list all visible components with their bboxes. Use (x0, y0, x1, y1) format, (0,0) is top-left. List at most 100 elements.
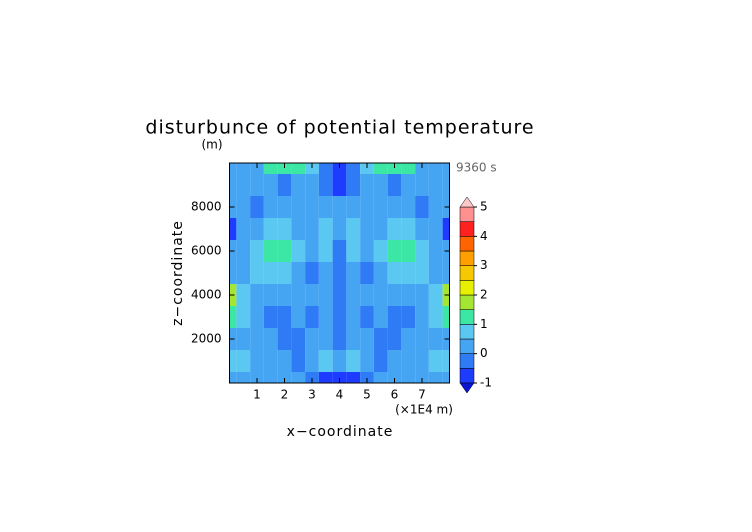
contour-cell (277, 174, 292, 196)
contour-cell (360, 306, 374, 328)
contour-cell (415, 196, 429, 218)
colorbar-swatch (459, 250, 475, 266)
contour-cell (291, 284, 306, 306)
contour-cell (360, 284, 374, 306)
contour-cell (263, 262, 278, 284)
contour-cell (387, 240, 402, 262)
contour-cell (277, 350, 292, 372)
y-axis-label: z−coordinate (170, 220, 186, 326)
contour-cell (442, 218, 450, 240)
contour-cell (346, 350, 361, 372)
contour-cell (428, 306, 443, 328)
colorbar-swatch (459, 368, 475, 384)
contour-cell (236, 174, 251, 196)
contour-cell (250, 328, 264, 350)
contour-cell (373, 240, 388, 262)
contour-cell (291, 262, 306, 284)
contour-cell (236, 350, 251, 372)
contour-cell (428, 328, 443, 350)
contour-cell (428, 218, 443, 240)
contour-cell (332, 328, 347, 350)
contour-cell (332, 372, 347, 383)
contour-cell (305, 262, 319, 284)
contour-cell (373, 163, 388, 174)
contour-cell (360, 174, 374, 196)
colorbar-swatch (459, 265, 475, 281)
contour-cell (360, 350, 374, 372)
y-tick-label: 4000 (191, 288, 222, 302)
contour-cell (387, 328, 402, 350)
contour-cell (360, 240, 374, 262)
contour-cell (229, 163, 237, 174)
contour-cell (442, 174, 450, 196)
y-unit: (m) (201, 138, 222, 152)
x-unit: (×1E4 m) (395, 403, 453, 417)
axes: 1 2 3 4 5 6 7 2000 4000 6000 8000 -1 0 1 2 3 4 5 (191, 162, 492, 402)
contour-cell (291, 218, 306, 240)
contour-cell (305, 174, 319, 196)
contour-cell (277, 262, 292, 284)
contour-cell (305, 306, 319, 328)
contour-cell (291, 350, 306, 372)
colorbar-swatch (459, 309, 475, 325)
contour-cell (360, 328, 374, 350)
contour-cell (387, 306, 402, 328)
contour-cell (277, 196, 292, 218)
contour-cell (250, 262, 264, 284)
contour-cell (250, 240, 264, 262)
contour-cell (360, 372, 374, 383)
contour-cell (360, 262, 374, 284)
contour-cell (229, 262, 237, 284)
contour-cell (250, 174, 264, 196)
contour-cell (291, 163, 306, 174)
contour-cell (318, 174, 333, 196)
contour-cell (332, 306, 347, 328)
x-tick-label: 4 (336, 388, 344, 402)
contour-cell (387, 372, 402, 383)
contour-cell (415, 328, 429, 350)
contour-cell (373, 218, 388, 240)
x-tick-label: 7 (418, 388, 426, 402)
contour-cell (401, 174, 416, 196)
contour-cell (360, 196, 374, 218)
colorbar-label: 1 (480, 317, 488, 331)
contour-cell (401, 284, 416, 306)
contour-cell (415, 284, 429, 306)
contour-cell (415, 240, 429, 262)
contour-cell (291, 240, 306, 262)
x-tick-label: 2 (281, 388, 289, 402)
contour-cell (346, 372, 361, 383)
contour-cell (346, 240, 361, 262)
contour-cell (401, 240, 416, 262)
contour-cell (305, 350, 319, 372)
contour-cell (236, 284, 251, 306)
contour-cell (428, 350, 443, 372)
contour-cell (373, 174, 388, 196)
contour-cell (387, 196, 402, 218)
contour-cell (263, 328, 278, 350)
contour-cell (332, 262, 347, 284)
contour-cell (360, 163, 374, 174)
contour-cell (305, 218, 319, 240)
contour-cell (229, 174, 237, 196)
contour-cell (415, 163, 429, 174)
contour-cell (346, 306, 361, 328)
contour-cell (442, 163, 450, 174)
contour-cell (387, 218, 402, 240)
contour-cell (401, 196, 416, 218)
contour-cell (277, 284, 292, 306)
contour-cell (291, 372, 306, 383)
contour-cell (236, 163, 251, 174)
contour-cell (346, 196, 361, 218)
contour-cell (346, 163, 361, 174)
colorbar-over (459, 196, 475, 208)
contour-cell (263, 196, 278, 218)
colorbar-swatch (459, 324, 475, 340)
contour-cell (346, 328, 361, 350)
colorbar-label: 4 (480, 229, 488, 243)
colorbar-label: 2 (480, 288, 488, 302)
contour-cell (263, 372, 278, 383)
colorbar-label: 0 (480, 346, 488, 360)
contour-cell (236, 328, 251, 350)
contour-cell (415, 218, 429, 240)
